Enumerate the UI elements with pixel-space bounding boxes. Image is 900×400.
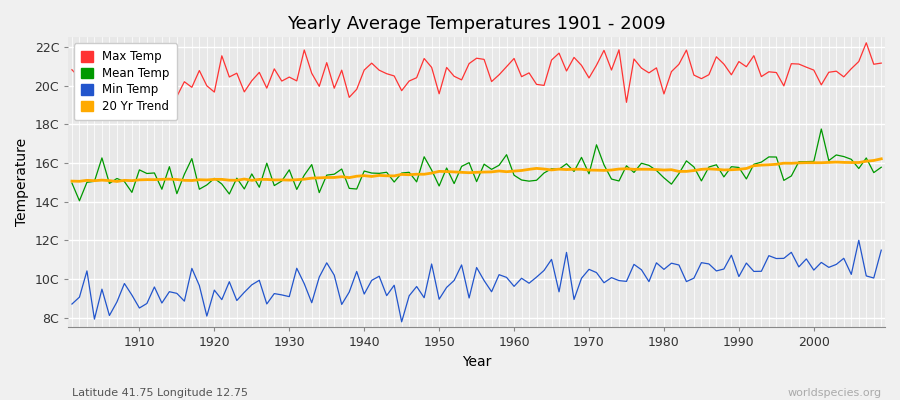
Mean Temp [299, 173, 310, 178]
Line: Mean Temp: Mean Temp [72, 129, 881, 201]
Max Temp [621, 100, 632, 105]
Line: Min Temp: Min Temp [72, 240, 881, 322]
Max Temp [67, 67, 77, 72]
20 Yr Trend [112, 179, 122, 184]
Text: Latitude 41.75 Longitude 12.75: Latitude 41.75 Longitude 12.75 [72, 388, 248, 398]
Min Temp [853, 238, 864, 243]
20 Yr Trend [606, 168, 616, 172]
Mean Temp [606, 177, 616, 182]
Mean Temp [344, 186, 355, 191]
Title: Yearly Average Temperatures 1901 - 2009: Yearly Average Temperatures 1901 - 2009 [287, 15, 666, 33]
Mean Temp [517, 178, 527, 182]
X-axis label: Year: Year [462, 355, 491, 369]
Mean Temp [67, 181, 77, 186]
20 Yr Trend [67, 179, 77, 184]
Mean Temp [134, 168, 145, 172]
20 Yr Trend [344, 175, 355, 180]
Max Temp [508, 56, 519, 61]
Line: 20 Yr Trend: 20 Yr Trend [72, 159, 881, 182]
Max Temp [501, 64, 512, 69]
Min Temp [876, 248, 886, 252]
Min Temp [396, 320, 407, 324]
Mean Temp [816, 127, 827, 132]
Y-axis label: Temperature: Temperature [15, 138, 29, 226]
Max Temp [598, 48, 609, 53]
Max Temp [337, 68, 347, 72]
Mean Temp [508, 173, 519, 178]
Legend: Max Temp, Mean Temp, Min Temp, 20 Yr Trend: Max Temp, Mean Temp, Min Temp, 20 Yr Tre… [74, 43, 177, 120]
Min Temp [606, 275, 616, 280]
Max Temp [292, 78, 302, 83]
Mean Temp [876, 165, 886, 170]
Min Temp [127, 293, 138, 298]
Text: worldspecies.org: worldspecies.org [788, 388, 882, 398]
Max Temp [876, 61, 886, 66]
Max Temp [861, 40, 872, 45]
Min Temp [337, 302, 347, 307]
Min Temp [292, 266, 302, 271]
Mean Temp [74, 198, 85, 203]
20 Yr Trend [876, 156, 886, 161]
20 Yr Trend [508, 169, 519, 174]
Min Temp [517, 276, 527, 281]
Max Temp [127, 79, 138, 84]
20 Yr Trend [134, 178, 145, 182]
20 Yr Trend [517, 168, 527, 173]
Min Temp [508, 284, 519, 289]
Min Temp [67, 302, 77, 306]
Line: Max Temp: Max Temp [72, 43, 881, 102]
20 Yr Trend [299, 177, 310, 182]
